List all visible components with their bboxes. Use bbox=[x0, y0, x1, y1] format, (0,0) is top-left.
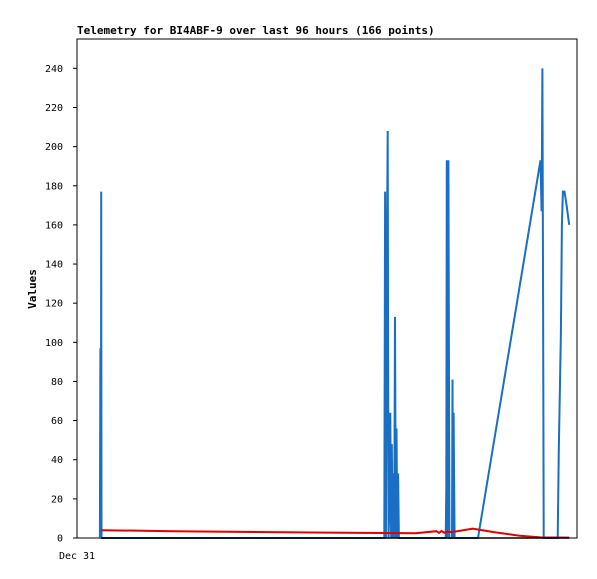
x-axis: Dec 31 bbox=[59, 551, 95, 562]
x-tick-label: Dec 31 bbox=[59, 551, 95, 562]
y-tick-label: 200 bbox=[45, 142, 63, 153]
y-axis: 0 20 40 60 80 100 120 140 160 180 200 220 240 bbox=[45, 64, 77, 545]
y-axis-label: Values bbox=[26, 269, 39, 309]
y-tick-label: 20 bbox=[51, 494, 63, 505]
y-tick-label: 240 bbox=[45, 64, 63, 75]
chart-title: Telemetry for BI4ABF-9 over last 96 hour… bbox=[77, 24, 435, 37]
plot-frame bbox=[76, 38, 578, 539]
y-tick-label: 0 bbox=[57, 534, 63, 545]
y-tick-label: 80 bbox=[51, 377, 63, 388]
y-tick-label: 100 bbox=[45, 338, 63, 349]
y-tick-label: 60 bbox=[51, 416, 63, 427]
series-line-1 bbox=[100, 527, 570, 539]
y-tick-label: 140 bbox=[45, 260, 63, 271]
y-tick-label: 40 bbox=[51, 455, 63, 466]
y-tick-label: 220 bbox=[45, 103, 63, 114]
y-tick-label: 180 bbox=[45, 181, 63, 192]
y-tick-label: 120 bbox=[45, 299, 63, 310]
y-tick-label: 160 bbox=[45, 220, 63, 231]
plot-area bbox=[76, 38, 578, 539]
series-layer bbox=[98, 68, 571, 539]
